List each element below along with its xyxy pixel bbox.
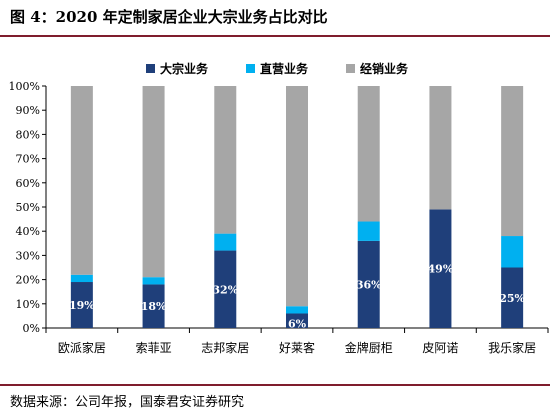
bar-segment-1	[214, 250, 237, 328]
bar-segment-3	[286, 86, 308, 307]
bar-segment-1	[142, 284, 165, 328]
bar-segment-2	[142, 277, 165, 285]
figure-source: 数据来源：公司年报，国泰君安证券研究	[0, 384, 550, 416]
y-tick-label: 20%	[16, 274, 40, 287]
bar-segment-1	[501, 267, 524, 328]
data-label: 18%	[141, 300, 167, 313]
bar-segment-2	[70, 274, 93, 283]
bar-segment-1	[357, 240, 380, 328]
y-tick-label: 30%	[16, 249, 40, 262]
x-tick-label: 志邦家居	[201, 340, 249, 355]
y-tick-label: 70%	[16, 153, 40, 166]
bar-segment-1	[70, 282, 93, 328]
bar-segment-3	[142, 86, 165, 278]
figure-title: 图 4：2020 年定制家居企业大宗业务占比对比	[0, 0, 550, 37]
legend-label: 直营业务	[260, 61, 309, 76]
bar-segment-3	[357, 86, 380, 222]
bar-segment-1	[429, 209, 452, 328]
y-tick-label: 100%	[9, 80, 40, 93]
bars	[70, 86, 524, 328]
x-tick-label: 我乐家居	[488, 340, 536, 355]
y-tick-label: 80%	[16, 128, 40, 141]
data-label: 6%	[288, 317, 307, 330]
y-axis: 0% 10% 20% 30% 40% 50% 60% 70% 80% 90% 100%	[9, 80, 47, 335]
x-tick-label: 好莱客	[279, 340, 315, 355]
y-tick-label: 40%	[16, 225, 40, 238]
bar-segment-3	[501, 86, 524, 237]
x-tick-label: 皮阿诺	[422, 341, 458, 355]
x-tick-label: 欧派家居	[58, 340, 106, 355]
x-tick-label: 索菲亚	[136, 341, 172, 355]
legend-label: 大宗业务	[160, 61, 209, 76]
bar-segment-1	[286, 313, 308, 328]
data-label: 32%	[212, 283, 238, 296]
bar-segment-2	[357, 221, 380, 241]
legend-swatch	[146, 64, 155, 73]
data-label: 25%	[499, 292, 525, 305]
legend-swatch	[346, 64, 355, 73]
data-label: 19%	[69, 299, 95, 312]
legend: 大宗业务 直营业务 经销业务	[146, 61, 409, 76]
y-tick-label: 0%	[23, 322, 40, 335]
bar-segment-3	[70, 86, 93, 275]
data-label: 36%	[356, 278, 382, 291]
data-labels: 19% 18% 32% 6% 36% 49% 25%	[69, 263, 526, 331]
y-tick-label: 50%	[16, 201, 40, 214]
bar-segment-2	[214, 233, 237, 251]
y-tick-label: 60%	[16, 177, 40, 190]
bar-segment-2	[286, 306, 308, 314]
data-label: 49%	[428, 263, 454, 276]
stacked-bar-chart: 大宗业务 直营业务 经销业务 0% 10% 20% 30% 40% 50% 60% 70% 80% 9…	[9, 61, 549, 355]
legend-swatch	[246, 64, 255, 73]
x-axis: 欧派家居 索菲亚 志邦家居 好莱客 金牌厨柜 皮阿诺 我乐家居	[45, 327, 549, 355]
legend-label: 经销业务	[360, 61, 409, 76]
bar-segment-3	[429, 86, 452, 210]
x-tick-label: 金牌厨柜	[345, 340, 393, 355]
bar-segment-2	[501, 236, 524, 268]
y-tick-label: 90%	[16, 104, 40, 117]
bar-segment-3	[214, 86, 237, 234]
y-tick-label: 10%	[16, 298, 40, 311]
